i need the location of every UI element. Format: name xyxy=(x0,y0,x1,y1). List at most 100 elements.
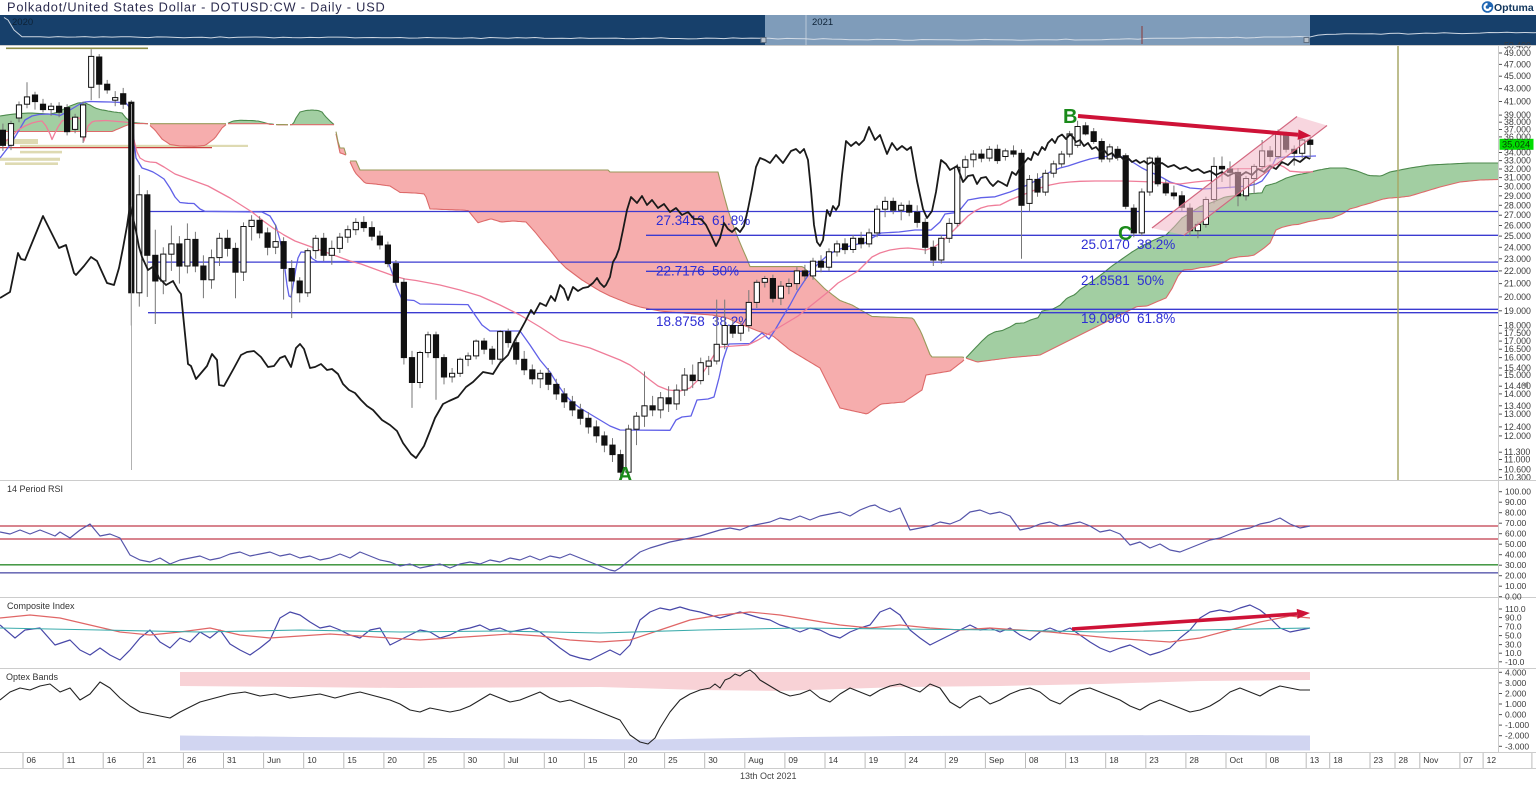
svg-text:32.000: 32.000 xyxy=(1504,164,1531,174)
svg-text:Optex Bands: Optex Bands xyxy=(6,672,59,682)
svg-text:31: 31 xyxy=(227,755,237,765)
svg-text:13th Oct 2021: 13th Oct 2021 xyxy=(740,771,797,781)
svg-text:Aug: Aug xyxy=(748,755,763,765)
svg-text:61.8%: 61.8% xyxy=(712,213,750,228)
svg-text:09: 09 xyxy=(788,755,798,765)
svg-text:18: 18 xyxy=(1109,755,1119,765)
svg-text:12.400: 12.400 xyxy=(1504,422,1531,432)
svg-text:22.000: 22.000 xyxy=(1504,266,1531,276)
svg-text:13: 13 xyxy=(1310,755,1320,765)
svg-text:Oct: Oct xyxy=(1230,755,1244,765)
svg-text:3.000: 3.000 xyxy=(1505,678,1527,688)
svg-text:24: 24 xyxy=(909,755,919,765)
svg-text:11.000: 11.000 xyxy=(1504,455,1530,465)
svg-text:110.0: 110.0 xyxy=(1505,604,1526,614)
svg-text:14: 14 xyxy=(829,755,839,765)
svg-text:21: 21 xyxy=(147,755,157,765)
svg-text:0.00: 0.00 xyxy=(1505,592,1522,602)
svg-text:39.000: 39.000 xyxy=(1504,110,1531,120)
svg-text:20.000: 20.000 xyxy=(1504,292,1531,302)
svg-text:27.000: 27.000 xyxy=(1504,210,1531,220)
svg-text:08: 08 xyxy=(1029,755,1039,765)
svg-text:27.3413: 27.3413 xyxy=(656,213,705,228)
svg-text:18: 18 xyxy=(1333,755,1343,765)
svg-text:28: 28 xyxy=(1399,755,1409,765)
svg-text:50.00: 50.00 xyxy=(1505,539,1527,549)
svg-text:1.000: 1.000 xyxy=(1505,699,1527,709)
svg-text:10.00: 10.00 xyxy=(1505,581,1527,591)
svg-text:80.00: 80.00 xyxy=(1505,508,1527,518)
svg-text:Composite Index: Composite Index xyxy=(7,601,75,611)
svg-text:16.500: 16.500 xyxy=(1504,344,1531,354)
svg-text:25.0170: 25.0170 xyxy=(1081,237,1130,252)
svg-text:29: 29 xyxy=(949,755,959,765)
svg-text:30.0: 30.0 xyxy=(1505,640,1522,650)
svg-text:23: 23 xyxy=(1374,755,1384,765)
svg-text:10: 10 xyxy=(548,755,558,765)
svg-text:14.400: 14.400 xyxy=(1504,381,1531,391)
svg-text:06: 06 xyxy=(27,755,37,765)
svg-text:2021: 2021 xyxy=(812,17,833,28)
svg-text:Sep: Sep xyxy=(989,755,1004,765)
svg-text:16: 16 xyxy=(107,755,117,765)
svg-text:20.00: 20.00 xyxy=(1505,571,1527,581)
svg-text:C: C xyxy=(1118,223,1132,245)
svg-text:28: 28 xyxy=(1189,755,1199,765)
svg-text:34.000: 34.000 xyxy=(1504,148,1531,158)
svg-text:15: 15 xyxy=(588,755,598,765)
svg-text:10.300: 10.300 xyxy=(1504,472,1531,482)
svg-text:38.2%: 38.2% xyxy=(1137,237,1175,252)
svg-text:-10.0: -10.0 xyxy=(1505,657,1525,667)
svg-text:23.000: 23.000 xyxy=(1504,254,1531,264)
svg-text:17.500: 17.500 xyxy=(1504,328,1531,338)
svg-text:10.0: 10.0 xyxy=(1505,648,1522,658)
svg-text:2.000: 2.000 xyxy=(1505,689,1527,699)
svg-text:30.000: 30.000 xyxy=(1504,182,1531,192)
svg-text:38.000: 38.000 xyxy=(1504,117,1531,127)
svg-text:2020: 2020 xyxy=(12,17,33,28)
svg-text:19.0980: 19.0980 xyxy=(1081,311,1130,326)
svg-text:43.000: 43.000 xyxy=(1504,84,1531,94)
svg-text:90.0: 90.0 xyxy=(1505,613,1522,623)
svg-text:Jul: Jul xyxy=(508,755,519,765)
svg-text:30.00: 30.00 xyxy=(1505,560,1527,570)
svg-text:36.000: 36.000 xyxy=(1504,132,1531,142)
svg-text:14 Period RSI: 14 Period RSI xyxy=(7,484,63,494)
svg-text:10: 10 xyxy=(307,755,317,765)
svg-text:21.000: 21.000 xyxy=(1504,279,1531,289)
svg-text:70.0: 70.0 xyxy=(1505,622,1522,632)
svg-text:25.000: 25.000 xyxy=(1504,231,1531,241)
svg-text:21.8581: 21.8581 xyxy=(1081,273,1130,288)
svg-text:07: 07 xyxy=(1463,755,1473,765)
svg-text:10.600: 10.600 xyxy=(1504,465,1531,475)
svg-text:24.000: 24.000 xyxy=(1504,242,1531,252)
svg-text:29.000: 29.000 xyxy=(1504,191,1531,201)
svg-text:-3.000: -3.000 xyxy=(1505,741,1529,751)
svg-text:100.00: 100.00 xyxy=(1505,487,1531,497)
svg-text:11.300: 11.300 xyxy=(1504,447,1530,457)
svg-text:30: 30 xyxy=(468,755,478,765)
svg-text:35.024: 35.024 xyxy=(1502,140,1530,150)
svg-text:25: 25 xyxy=(668,755,678,765)
svg-text:13: 13 xyxy=(1069,755,1079,765)
svg-text:18.8758: 18.8758 xyxy=(656,314,705,329)
svg-text:31.000: 31.000 xyxy=(1504,173,1531,183)
svg-text:Optuma: Optuma xyxy=(1494,2,1534,14)
svg-text:B: B xyxy=(1063,106,1077,128)
svg-text:50%: 50% xyxy=(1137,273,1164,288)
svg-text:22.7176: 22.7176 xyxy=(656,264,705,279)
svg-text:16.000: 16.000 xyxy=(1504,353,1531,363)
svg-text:50%: 50% xyxy=(712,264,739,279)
svg-text:61.8%: 61.8% xyxy=(1137,311,1175,326)
svg-text:20: 20 xyxy=(628,755,638,765)
svg-text:Polkadot/United States Dollar: Polkadot/United States Dollar - DOTUSD:C… xyxy=(7,0,386,15)
svg-text:49.000: 49.000 xyxy=(1504,48,1531,58)
svg-text:15.000: 15.000 xyxy=(1504,370,1531,380)
svg-text:23: 23 xyxy=(1149,755,1159,765)
svg-text:28.000: 28.000 xyxy=(1504,200,1531,210)
svg-text:37.000: 37.000 xyxy=(1504,125,1531,135)
svg-text:26: 26 xyxy=(187,755,197,765)
svg-text:30: 30 xyxy=(708,755,718,765)
svg-text:18.000: 18.000 xyxy=(1504,321,1531,331)
svg-text:Nov: Nov xyxy=(1423,755,1439,765)
